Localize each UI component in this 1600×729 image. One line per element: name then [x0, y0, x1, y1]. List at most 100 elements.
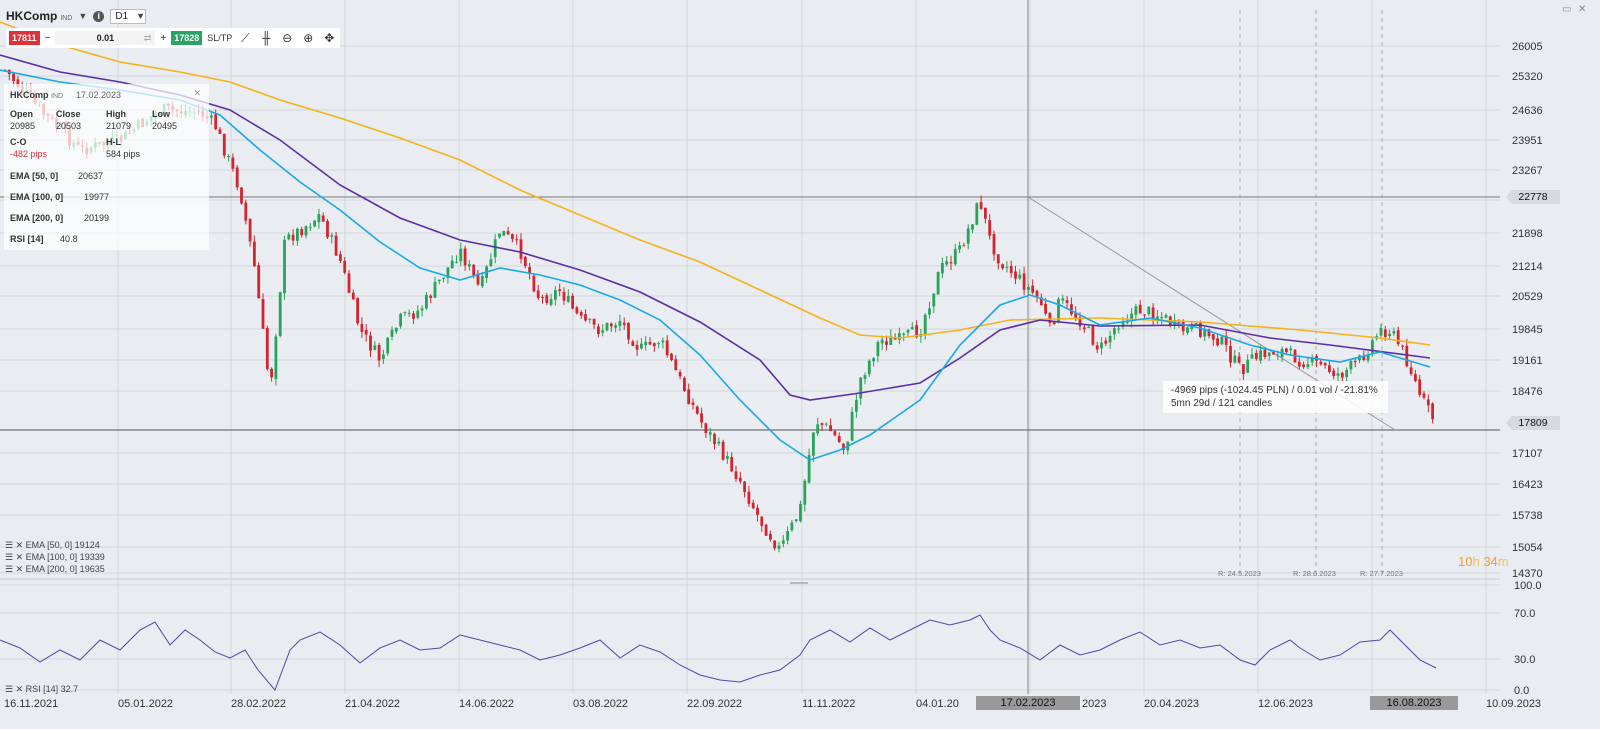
candle-body	[1143, 314, 1146, 316]
candle	[966, 224, 970, 250]
candlesticks	[3, 69, 1434, 553]
zoom-in-icon[interactable]: ⊕	[303, 31, 314, 45]
measure-line2: 5mn 29d / 121 candles	[1171, 398, 1273, 409]
line-chart-icon[interactable]: ⟋	[241, 30, 250, 45]
candle-body	[1414, 374, 1417, 382]
move-icon[interactable]: ✥	[324, 31, 335, 45]
candle-body	[343, 260, 347, 273]
candle-body	[971, 224, 974, 230]
maximize-icon[interactable]: ▭	[1562, 4, 1572, 15]
buy-button[interactable]: 17828	[171, 31, 203, 45]
rsi-axis-label: 30.0	[1514, 654, 1535, 666]
candle-body	[584, 314, 587, 321]
legend-ema200[interactable]: ☰ ✕ EMA [200, 0] 19635	[5, 564, 105, 574]
candle	[614, 322, 617, 333]
candle-body	[807, 455, 811, 483]
symbol-name[interactable]: HKComp IND	[6, 9, 73, 23]
candle-body	[717, 441, 721, 444]
candle-body	[446, 267, 450, 278]
candle-body	[549, 299, 553, 305]
candle-body	[214, 114, 218, 130]
candle-body	[1138, 304, 1142, 314]
candle-body	[506, 231, 510, 235]
candle-type-icon[interactable]: ╫	[262, 31, 271, 45]
candle	[687, 383, 691, 405]
close-icon[interactable]: ✕	[193, 88, 201, 98]
candle	[1237, 352, 1241, 364]
candle-body	[906, 329, 910, 333]
candle-body	[300, 229, 304, 236]
zoom-out-icon[interactable]: ⊖	[282, 31, 293, 45]
candle-body	[339, 254, 342, 261]
candle	[971, 223, 974, 233]
candle	[751, 499, 755, 510]
close-window-icon[interactable]: ✕	[1578, 4, 1587, 15]
candle	[730, 452, 734, 473]
menu-icon[interactable]: ☰	[5, 564, 14, 574]
candle	[498, 233, 501, 239]
info-icon[interactable]: i	[93, 10, 105, 22]
volume-increase-button[interactable]: +	[160, 32, 167, 44]
reset-icon[interactable]: ⇄	[143, 32, 152, 43]
candle	[807, 448, 811, 484]
candle	[1035, 289, 1039, 303]
menu-icon[interactable]: ☰	[5, 540, 14, 550]
candle-body	[902, 333, 906, 335]
price-axis-label: 18476	[1512, 386, 1543, 398]
candle-body	[502, 230, 506, 236]
menu-icon[interactable]: ☰	[5, 684, 14, 694]
volume-decrease-button[interactable]: −	[44, 32, 51, 44]
remove-icon[interactable]: ✕	[15, 564, 24, 574]
remove-icon[interactable]: ✕	[15, 540, 24, 550]
candle-body	[777, 545, 781, 549]
menu-icon[interactable]: ☰	[5, 552, 14, 562]
legend-ema50[interactable]: ☰ ✕ EMA [50, 0] 19124	[5, 540, 100, 550]
candle-body	[480, 276, 484, 287]
candle-body	[824, 423, 828, 425]
candle-body	[1211, 334, 1215, 340]
candle-body	[1276, 355, 1280, 357]
candle	[493, 234, 497, 264]
candle	[455, 255, 458, 264]
candle-body	[472, 264, 476, 276]
candle	[743, 480, 746, 498]
candle	[704, 422, 708, 439]
candle-body	[1349, 361, 1353, 370]
candle	[1001, 263, 1004, 271]
candle-body	[227, 155, 230, 157]
legend-ema100[interactable]: ☰ ✕ EMA [100, 0] 19339	[5, 552, 105, 562]
symbol-dropdown-icon[interactable]: ▼	[78, 11, 88, 21]
candle	[1014, 266, 1017, 285]
candle-body	[1362, 356, 1366, 360]
candle-body	[988, 219, 992, 236]
rsi-line	[0, 614, 1437, 691]
candle-body	[283, 239, 286, 294]
candle-body	[1310, 356, 1314, 363]
remove-icon[interactable]: ✕	[15, 552, 24, 562]
price-axis-label: 24636	[1512, 105, 1543, 117]
candle	[351, 289, 355, 300]
candle-body	[833, 431, 837, 436]
sltp-button[interactable]: SL/TP	[207, 33, 233, 43]
date-axis-label: 12.06.2023	[1258, 698, 1313, 710]
timeframe-select[interactable]: D1 ▼	[110, 8, 147, 24]
remove-icon[interactable]: ✕	[15, 684, 24, 694]
candle	[1345, 367, 1348, 382]
candle-body	[562, 291, 566, 301]
candle	[661, 337, 665, 349]
volume-input[interactable]: 0.01 ⇄	[55, 31, 156, 45]
date-axis-label: 22.09.2022	[687, 698, 742, 710]
ema50-value: 20637	[78, 171, 104, 181]
legend-rsi[interactable]: ☰ ✕ RSI [14] 32.7	[5, 684, 79, 694]
candle-body	[321, 215, 325, 222]
candle-body	[1267, 352, 1271, 357]
candle	[790, 519, 794, 532]
candle-body	[910, 327, 914, 330]
candle	[769, 530, 772, 542]
candle	[420, 305, 424, 317]
candle	[283, 235, 286, 300]
candle	[1022, 266, 1026, 296]
sell-button[interactable]: 17811	[9, 31, 40, 45]
candle-body	[248, 218, 252, 242]
